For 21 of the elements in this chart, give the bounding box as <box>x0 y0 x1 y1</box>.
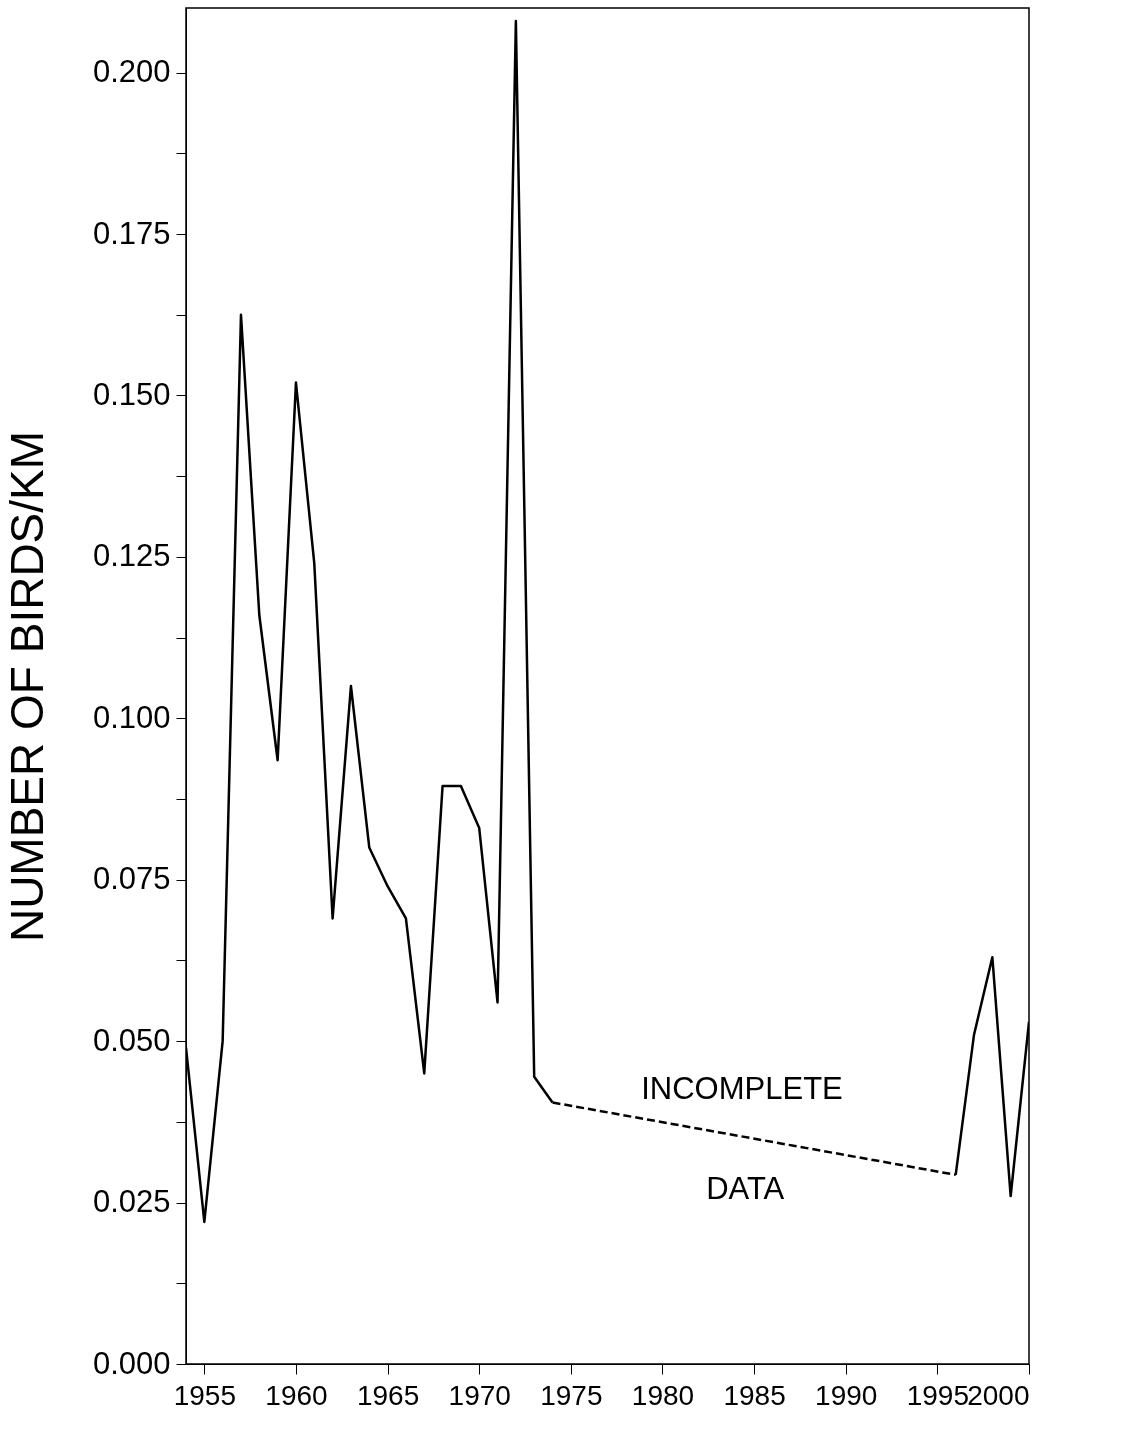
annotation: INCOMPLETE <box>641 1071 843 1107</box>
y-tick-label: 0.200 <box>92 54 171 90</box>
x-tick-label: 1965 <box>356 1379 420 1411</box>
x-tick-label: 1960 <box>265 1379 328 1411</box>
x-tick-label: 1955 <box>173 1379 236 1411</box>
y-tick-label: 0.075 <box>92 861 171 897</box>
x-tick-label: 1990 <box>815 1379 878 1411</box>
x-tick-label: 1985 <box>723 1379 786 1411</box>
y-axis-title: NUMBER OF BIRDS/KM <box>0 430 53 943</box>
y-tick-label: 0.150 <box>92 376 171 412</box>
y-tick-label: 0.100 <box>92 699 171 735</box>
x-tick-label: 2000 <box>967 1379 1030 1411</box>
x-tick-label: 1970 <box>448 1379 511 1411</box>
y-tick-label: 0.125 <box>92 538 171 574</box>
y-tick-label: 0.025 <box>92 1184 171 1220</box>
x-tick-label: 1980 <box>631 1379 695 1411</box>
annotation: DATA <box>706 1171 785 1207</box>
y-tick-label: 0.175 <box>92 215 171 251</box>
x-tick-label: 1975 <box>540 1379 603 1411</box>
y-tick-label: 0.000 <box>92 1345 171 1381</box>
y-tick-label: 0.050 <box>92 1022 171 1058</box>
